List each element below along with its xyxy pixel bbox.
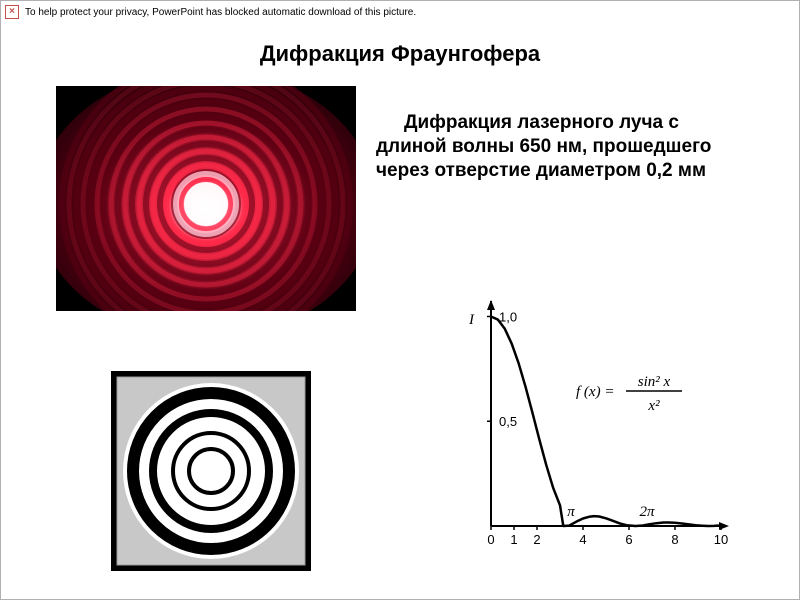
laser-diffraction-photo — [56, 86, 356, 311]
svg-text:sin² x: sin² x — [638, 374, 671, 390]
svg-text:6: 6 — [625, 532, 632, 547]
blocked-image-icon: × — [5, 5, 19, 19]
svg-text:0,5: 0,5 — [499, 414, 517, 429]
svg-text:1: 1 — [510, 532, 517, 547]
body-text: Дифракция лазерного луча с длиной волны … — [376, 111, 716, 182]
svg-text:I: I — [468, 312, 475, 328]
body-text-content: Дифракция лазерного луча с длиной волны … — [376, 112, 711, 181]
intensity-graph: 1,0 0,5 I 0 1 2 4 6 8 10 π 2π f (x) = sin² x x² — [431, 286, 731, 566]
svg-text:8: 8 — [671, 532, 678, 547]
svg-text:4: 4 — [579, 532, 586, 547]
airy-rings-schematic — [111, 371, 311, 571]
svg-text:π: π — [567, 504, 575, 520]
slide: × To help protect your privacy, PowerPoi… — [0, 0, 800, 600]
page-title: Дифракция Фраунгофера — [1, 41, 799, 67]
privacy-bar: × To help protect your privacy, PowerPoi… — [3, 3, 797, 21]
privacy-text: To help protect your privacy, PowerPoint… — [25, 7, 416, 18]
svg-text:0: 0 — [487, 532, 494, 547]
svg-text:1,0: 1,0 — [499, 309, 517, 324]
svg-text:2: 2 — [533, 532, 540, 547]
svg-text:2π: 2π — [640, 504, 656, 520]
svg-text:f (x) =: f (x) = — [576, 384, 614, 400]
svg-text:10: 10 — [714, 532, 728, 547]
svg-text:x²: x² — [647, 398, 660, 414]
